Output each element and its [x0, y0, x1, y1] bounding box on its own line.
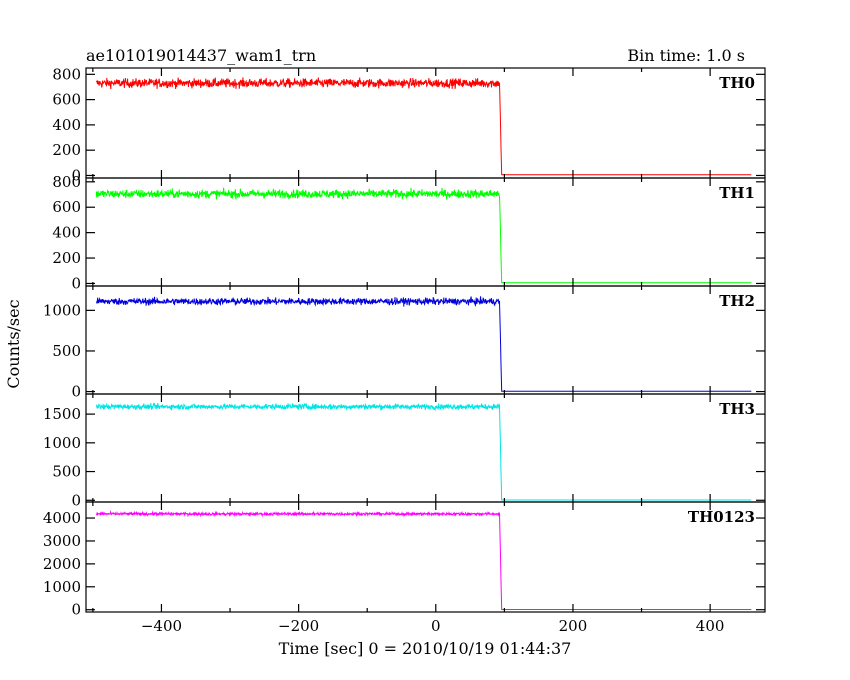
panel-label-th1: TH1: [719, 184, 755, 202]
y-tick-label: 800: [52, 173, 81, 191]
panel-th0123: 0 1000 2000 3000 4000 TH0123: [43, 501, 766, 619]
panel-th2: 0 500 1000 TH2: [43, 285, 766, 401]
x-tick-label: −200: [278, 617, 319, 635]
y-tick-label: 1000: [43, 301, 81, 319]
panel-th1: 0 200 400 600 800 TH1: [52, 173, 766, 292]
y-tick-label: 3000: [43, 532, 81, 550]
y-tick-label: 0: [71, 274, 81, 292]
panels-group: 0 200 400 600 800 TH0 0 200 400 600 800 TH1 0 500 1000…: [43, 65, 766, 635]
panel-label-th2: TH2: [719, 292, 755, 310]
y-tick-label: 0: [71, 601, 81, 619]
y-tick-label: 400: [52, 224, 81, 242]
series-line-th0: [95, 77, 752, 176]
y-tick-label: 0: [71, 491, 81, 509]
panel-th0: 0 200 400 600 800 TH0: [52, 65, 766, 184]
series-line-th1: [95, 187, 752, 284]
y-tick-label: 800: [52, 65, 81, 83]
y-tick-label: 500: [52, 463, 81, 481]
y-axis-title: Counts/sec: [4, 299, 23, 388]
panel-label-th3: TH3: [719, 400, 755, 418]
panel-frame-th0123: [85, 501, 766, 613]
x-tick-label: 200: [559, 617, 588, 635]
y-tick-label: 1500: [43, 405, 81, 423]
y-tick-label: 200: [52, 141, 81, 159]
x-tick-label: −400: [141, 617, 182, 635]
panel-th3: 0 500 1000 1500 TH3: [43, 393, 766, 509]
y-tick-label: 600: [52, 91, 81, 109]
y-tick-label: 4000: [43, 509, 81, 527]
y-tick-label: 0: [71, 166, 81, 184]
x-tick-label: 0: [431, 617, 441, 635]
panel-label-th0123: TH0123: [688, 508, 755, 526]
y-tick-label: 500: [52, 342, 81, 360]
y-tick-label: 2000: [43, 555, 81, 573]
chart-title: ae101019014437_wam1_trn: [86, 46, 316, 65]
bin-time-label: Bin time: 1.0 s: [627, 46, 745, 65]
x-axis-title: Time [sec] 0 = 2010/10/19 01:44:37: [279, 639, 572, 658]
y-tick-label: 1000: [43, 434, 81, 452]
y-tick-label: 200: [52, 249, 81, 267]
y-tick-label: 600: [52, 198, 81, 216]
x-tick-label: 400: [696, 617, 725, 635]
panel-label-th0: TH0: [719, 74, 755, 92]
y-tick-label: 400: [52, 116, 81, 134]
series-line-th3: [95, 402, 752, 501]
series-line-th0123: [95, 510, 752, 610]
y-tick-label: 0: [71, 383, 81, 401]
series-line-th2: [95, 296, 752, 392]
y-tick-label: 1000: [43, 578, 81, 596]
